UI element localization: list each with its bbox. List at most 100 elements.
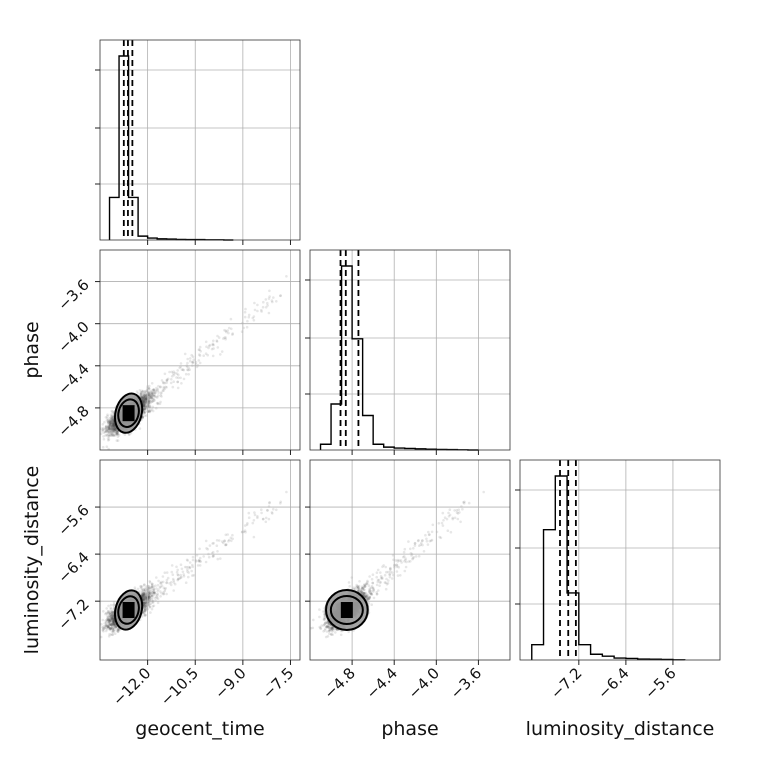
scatter-point: [253, 301, 256, 305]
scatter-point: [151, 397, 154, 400]
scatter-point: [144, 400, 148, 404]
scatter-point: [155, 395, 158, 399]
scatter-point: [225, 330, 228, 334]
scatter-point: [195, 365, 199, 369]
scatter-point: [199, 350, 202, 353]
scatter-point: [142, 400, 146, 404]
scatter-point: [143, 396, 146, 400]
scatter-point: [202, 354, 205, 358]
scatter-point: [154, 389, 157, 393]
scatter-point: [197, 359, 201, 362]
scatter-point: [142, 399, 145, 403]
scatter-point: [229, 317, 233, 321]
scatter-point: [147, 396, 151, 400]
scatter-point: [192, 358, 196, 362]
scatter-point: [106, 421, 110, 425]
scatter-point: [150, 408, 154, 411]
scatter-point: [110, 416, 114, 420]
scatter-point: [180, 368, 184, 371]
scatter-point: [155, 386, 158, 390]
scatter-point: [115, 439, 119, 442]
scatter-point: [172, 380, 175, 384]
scatter-point: [112, 426, 115, 430]
scatter-point: [105, 419, 109, 422]
scatter-point: [147, 400, 151, 404]
scatter-point: [113, 425, 116, 428]
scatter-point: [181, 368, 185, 372]
scatter-point: [198, 353, 201, 356]
scatter-point: [184, 372, 188, 376]
scatter-point: [159, 385, 162, 389]
scatter-point: [191, 558, 195, 562]
scatter-point: [243, 315, 247, 319]
scatter-point: [107, 427, 110, 431]
scatter-point: [111, 427, 114, 430]
scatter-point: [165, 386, 168, 389]
scatter-point: [114, 428, 117, 431]
scatter-point: [112, 420, 115, 424]
scatter-point: [270, 511, 274, 514]
scatter-point: [110, 425, 113, 429]
scatter-point: [186, 368, 189, 372]
scatter-point: [175, 570, 179, 574]
scatter-point: [285, 275, 288, 278]
scatter-point: [143, 402, 146, 405]
scatter-point: [155, 576, 158, 579]
scatter-point: [101, 428, 104, 432]
scatter-point: [148, 384, 151, 388]
scatter-point: [217, 336, 221, 339]
scatter-point: [217, 539, 221, 542]
scatter-point: [275, 508, 278, 512]
scatter-point: [162, 592, 165, 595]
scatter-point: [106, 428, 109, 432]
scatter-point: [150, 396, 154, 399]
scatter-point: [110, 409, 114, 413]
scatter-point: [142, 398, 145, 402]
scatter-point: [110, 421, 114, 425]
scatter-point: [143, 411, 146, 415]
scatter-point: [188, 368, 191, 372]
scatter-point: [109, 416, 113, 420]
scatter-point: [151, 392, 154, 395]
scatter-point: [212, 347, 215, 350]
scatter-point: [155, 388, 158, 392]
scatter-point: [115, 433, 119, 436]
scatter-point: [169, 583, 173, 587]
scatter-point: [108, 419, 111, 422]
scatter-point: [109, 431, 113, 435]
scatter-point: [112, 423, 116, 427]
scatter-point: [150, 395, 153, 399]
scatter-point: [147, 399, 151, 403]
scatter-point: [102, 435, 105, 438]
scatter-point: [106, 437, 110, 440]
scatter-point: [143, 390, 147, 393]
scatter-point: [148, 394, 152, 398]
scatter-point: [230, 327, 233, 331]
scatter-point: [148, 409, 151, 413]
scatter-point: [210, 347, 214, 351]
scatter-point: [142, 397, 145, 401]
scatter-point: [172, 579, 175, 582]
scatter-point: [107, 425, 111, 429]
scatter-point: [143, 405, 147, 409]
scatter-point: [112, 426, 116, 429]
scatter-point: [101, 628, 104, 632]
scatter-point: [143, 397, 146, 401]
scatter-point: [136, 391, 140, 395]
scatter-point: [143, 405, 147, 408]
scatter-point: [108, 430, 111, 434]
scatter-point: [108, 422, 111, 426]
scatter-point: [148, 396, 152, 399]
scatter-point: [244, 307, 247, 311]
scatter-point: [143, 396, 146, 400]
scatter-point: [224, 329, 228, 333]
scatter-point: [148, 397, 152, 401]
scatter-point: [143, 410, 146, 414]
scatter-point: [212, 339, 215, 343]
scatter-point: [143, 396, 146, 400]
scatter-point: [177, 573, 180, 577]
scatter-point: [226, 329, 229, 332]
scatter-point: [198, 361, 202, 365]
scatter-point: [155, 401, 159, 405]
scatter-point: [148, 399, 151, 403]
